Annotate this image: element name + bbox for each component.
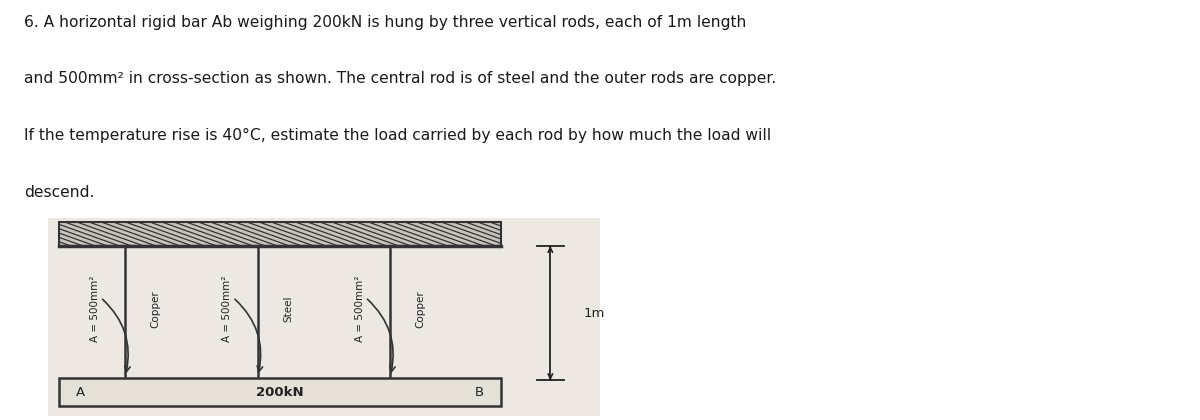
Text: Steel: Steel <box>283 296 293 323</box>
Text: A = 500mm²: A = 500mm² <box>222 276 233 342</box>
Text: Copper: Copper <box>415 290 426 328</box>
Bar <box>59 378 500 406</box>
Text: If the temperature rise is 40°C, estimate the load carried by each rod by how mu: If the temperature rise is 40°C, estimat… <box>24 128 772 143</box>
Text: 1m: 1m <box>583 307 605 320</box>
Text: A: A <box>76 386 85 399</box>
Text: B: B <box>475 386 484 399</box>
Text: A = 500mm²: A = 500mm² <box>90 276 100 342</box>
Text: 200kN: 200kN <box>256 386 304 399</box>
Text: A = 500mm²: A = 500mm² <box>355 276 365 342</box>
Text: Copper: Copper <box>151 290 161 328</box>
Text: 6. A horizontal rigid bar Ab weighing 200kN is hung by three vertical rods, each: 6. A horizontal rigid bar Ab weighing 20… <box>24 15 746 30</box>
Bar <box>59 222 500 246</box>
Text: and 500mm² in cross-section as shown. The central rod is of steel and the outer : and 500mm² in cross-section as shown. Th… <box>24 71 776 87</box>
Text: descend.: descend. <box>24 185 95 200</box>
